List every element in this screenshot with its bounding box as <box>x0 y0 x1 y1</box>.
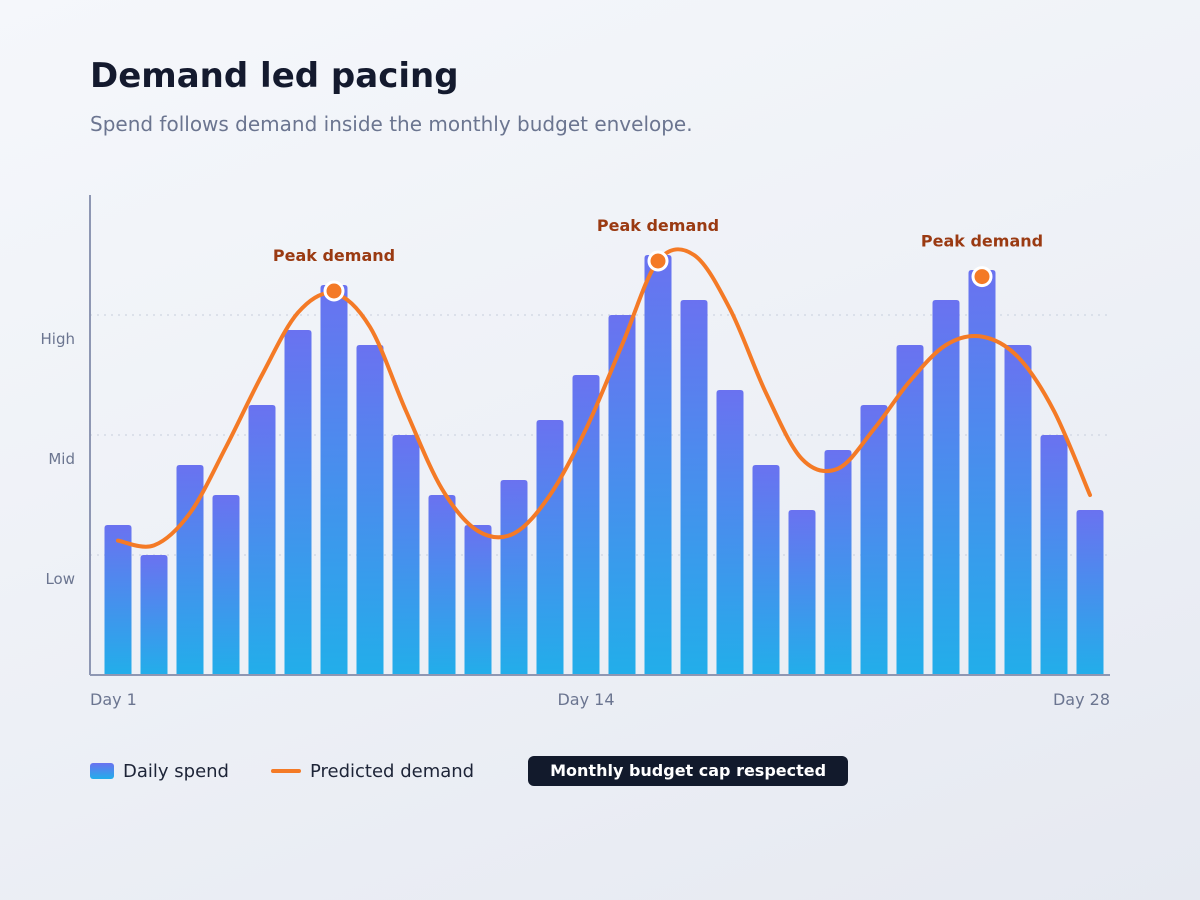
spend-bar <box>212 495 240 675</box>
x-tick-label: Day 1 <box>90 690 137 709</box>
spend-bar <box>968 270 996 675</box>
spend-bar <box>788 510 816 675</box>
demand-line <box>116 247 1092 549</box>
spend-bar <box>932 300 960 675</box>
chart-title: Demand led pacing <box>90 56 459 96</box>
spend-bar <box>536 420 564 675</box>
spend-bar <box>680 300 708 675</box>
peak-label: Peak demand <box>921 232 1043 251</box>
legend-item-daily-spend: Daily spend <box>90 761 229 782</box>
spend-bar <box>824 450 852 675</box>
legend: Daily spend Predicted demand Monthly bud… <box>90 756 849 786</box>
y-tick-label: High <box>41 330 75 348</box>
chart-subtitle: Spend follows demand inside the monthly … <box>90 112 693 136</box>
y-tick-label: Mid <box>48 450 75 468</box>
spend-bar <box>428 495 456 675</box>
spend-bar <box>104 525 132 675</box>
peak-annotations: Peak demand Peak demand Peak demand <box>273 216 1043 302</box>
legend-item-predicted-demand: Predicted demand <box>270 760 475 782</box>
peak-label: Peak demand <box>597 216 719 235</box>
peak-marker <box>647 250 669 272</box>
spend-bar <box>860 405 888 675</box>
spend-bar <box>464 525 492 675</box>
peak-label: Peak demand <box>273 246 395 265</box>
spend-bar <box>392 435 420 675</box>
x-tick-label: Day 28 <box>1053 690 1110 709</box>
x-tick-label: Day 14 <box>557 690 614 709</box>
legend-label-predicted-demand: Predicted demand <box>309 760 475 782</box>
spend-bar <box>644 255 672 675</box>
spend-bar <box>500 480 528 675</box>
spend-bar <box>608 315 636 675</box>
predicted-demand-swatch <box>270 769 301 773</box>
axes <box>89 195 1110 676</box>
spend-bars <box>104 255 1104 675</box>
y-tick-label: Low <box>45 570 75 588</box>
spend-bar <box>320 285 348 675</box>
spend-bar <box>752 465 780 675</box>
spend-bar <box>248 405 276 675</box>
spend-bar <box>284 330 312 675</box>
legend-label-daily-spend: Daily spend <box>123 760 229 782</box>
demand-line-layer <box>116 247 1092 549</box>
spend-bar <box>716 390 744 675</box>
axis-labels: Low Mid High Day 1 Day 14 Day 28 <box>41 330 1110 709</box>
peak-marker <box>971 266 993 288</box>
spend-bar <box>572 375 600 675</box>
spend-bar <box>356 345 384 675</box>
spend-bar <box>1076 510 1104 675</box>
budget-cap-badge: Monthly budget cap respected <box>528 756 849 786</box>
spend-bar <box>896 345 924 675</box>
daily-spend-swatch <box>90 763 114 779</box>
spend-bar <box>1040 435 1068 675</box>
peak-marker <box>323 280 345 302</box>
spend-bar <box>176 465 204 675</box>
spend-bar <box>140 555 168 675</box>
spend-bar <box>1004 345 1032 675</box>
